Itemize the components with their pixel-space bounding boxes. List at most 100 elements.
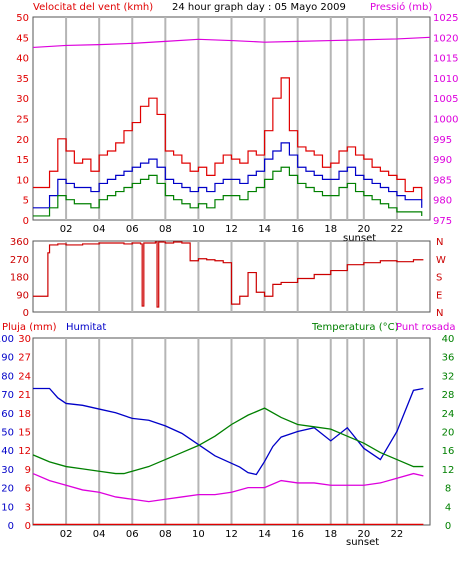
rain-tick-label: 6 <box>25 484 31 495</box>
rain-axis-label: Pluja (mm) <box>2 322 57 333</box>
temperature-tick-label: 40 <box>442 334 455 345</box>
wind-tick-label: 10 <box>16 175 29 186</box>
humidity-tick-label: 100 <box>0 334 14 345</box>
temperature-tick-label: 4 <box>445 502 451 513</box>
dew-point-line <box>32 472 424 503</box>
wind-tick-label: 40 <box>16 54 29 65</box>
rain-tick-label: 12 <box>18 446 31 457</box>
climate-x-tick-label: 04 <box>93 529 106 540</box>
wind-tick-label: 15 <box>16 155 29 166</box>
rain-tick-label: 27 <box>18 353 31 364</box>
direction-tick-label: 0 <box>23 308 29 319</box>
climate-x-tick-label: 08 <box>159 529 172 540</box>
wind-tick-label: 25 <box>16 115 29 126</box>
direction-tick-label: 180 <box>10 273 29 284</box>
temperature-tick-label: 20 <box>442 428 455 439</box>
climate-sunset-label: sunset <box>346 537 379 548</box>
rain-tick-label: 3 <box>25 502 31 513</box>
temperature-axis-label: Temperatura (°C) <box>311 322 399 333</box>
rain-tick-label: 21 <box>18 390 31 401</box>
rain-tick-label: 18 <box>18 409 31 420</box>
compass-tick-label: E <box>436 290 442 301</box>
pressure-tick-label: 1025 <box>433 13 458 24</box>
pressure-tick-label: 1015 <box>433 54 458 65</box>
rain-tick-label: 24 <box>18 371 31 382</box>
climate-x-tick-label: 02 <box>60 529 73 540</box>
compass-tick-label: S <box>436 273 442 284</box>
rain-tick-label: 30 <box>18 334 31 345</box>
wind-x-tick-label: 18 <box>324 224 337 235</box>
humidity-line <box>33 387 424 476</box>
wind-speed-line <box>33 142 423 209</box>
humidity-tick-label: 80 <box>1 371 14 382</box>
humidity-tick-label: 90 <box>1 353 14 364</box>
wind-axis-label: Velocitat del vent (kmh) <box>33 2 153 13</box>
wind-x-tick-label: 06 <box>126 224 139 235</box>
temperature-tick-label: 16 <box>442 446 455 457</box>
temperature-tick-label: 0 <box>445 521 451 532</box>
gust-speed-line <box>33 77 423 200</box>
compass-tick-label: N <box>436 237 443 248</box>
climate-x-tick-label: 12 <box>225 529 238 540</box>
pressure-tick-label: 975 <box>433 216 452 227</box>
temperature-tick-label: 32 <box>442 371 455 382</box>
wind-x-tick-label: 02 <box>60 224 73 235</box>
humidity-tick-label: 70 <box>1 390 14 401</box>
humidity-tick-label: 60 <box>1 409 14 420</box>
wind-tick-label: 45 <box>16 33 29 44</box>
compass-tick-label: N <box>436 308 443 319</box>
wind-tick-label: 30 <box>16 94 29 105</box>
humidity-tick-label: 50 <box>1 428 14 439</box>
pressure-tick-label: 995 <box>433 135 452 146</box>
wind-tick-label: 5 <box>23 196 29 207</box>
climate-x-tick-label: 14 <box>258 529 271 540</box>
pressure-tick-label: 1000 <box>433 115 458 126</box>
pressure-tick-label: 1010 <box>433 74 458 85</box>
wind-x-tick-label: 22 <box>391 224 404 235</box>
wind-tick-label: 35 <box>16 74 29 85</box>
temperature-tick-label: 28 <box>442 390 455 401</box>
rain-tick-label: 15 <box>18 428 31 439</box>
wind-x-tick-label: 16 <box>291 224 304 235</box>
pressure-tick-label: 1005 <box>433 94 458 105</box>
temperature-tick-label: 24 <box>442 409 455 420</box>
wind-tick-label: 20 <box>16 135 29 146</box>
direction-tick-label: 90 <box>16 290 29 301</box>
pressure-tick-label: 985 <box>433 175 452 186</box>
direction-tick-label: 360 <box>10 237 29 248</box>
pressure-line <box>32 36 431 49</box>
temperature-tick-label: 36 <box>442 353 455 364</box>
pressure-tick-label: 1020 <box>433 33 458 44</box>
pressure-tick-label: 980 <box>433 196 452 207</box>
wind-x-tick-label: 08 <box>159 224 172 235</box>
climate-x-tick-label: 16 <box>291 529 304 540</box>
temperature-line <box>32 407 424 475</box>
wind-chart-title: 24 hour graph day : 05 Mayo 2009 <box>172 2 346 13</box>
wind-sunset-label: sunset <box>343 233 376 244</box>
dew-point-axis-label: Punt rosada <box>396 322 455 333</box>
climate-x-tick-label: 22 <box>391 529 404 540</box>
wind-x-tick-label: 12 <box>225 224 238 235</box>
humidity-tick-label: 10 <box>1 502 14 513</box>
humidity-tick-label: 20 <box>1 484 14 495</box>
humidity-tick-label: 40 <box>1 446 14 457</box>
temperature-tick-label: 12 <box>442 465 455 476</box>
temperature-tick-label: 8 <box>445 484 451 495</box>
wind-x-tick-label: 10 <box>192 224 205 235</box>
wind-tick-label: 50 <box>16 13 29 24</box>
climate-x-tick-label: 06 <box>126 529 139 540</box>
climate-x-tick-label: 10 <box>192 529 205 540</box>
wind-x-tick-label: 14 <box>258 224 271 235</box>
rain-tick-label: 0 <box>25 521 31 532</box>
climate-x-tick-label: 20 <box>357 529 370 540</box>
wind-direction-line <box>33 241 424 308</box>
wind-tick-label: 0 <box>23 216 29 227</box>
pressure-axis-label: Pressió (mb) <box>370 1 432 13</box>
direction-tick-label: 270 <box>10 255 29 266</box>
climate-x-tick-label: 18 <box>324 529 337 540</box>
humidity-axis-label: Humitat <box>66 322 106 333</box>
wind-x-tick-label: 20 <box>357 224 370 235</box>
wind-x-tick-label: 04 <box>93 224 106 235</box>
